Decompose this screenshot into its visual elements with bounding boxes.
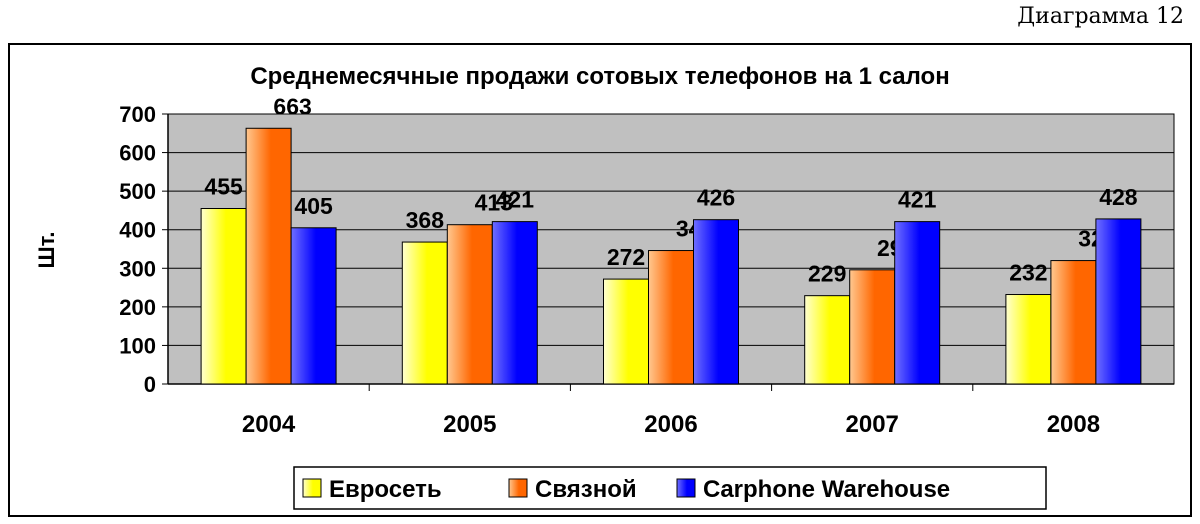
data-label: 426 bbox=[697, 185, 735, 211]
legend-swatch bbox=[676, 478, 696, 498]
y-tick-label: 400 bbox=[119, 218, 156, 243]
data-label: 455 bbox=[204, 174, 243, 200]
data-label: 272 bbox=[607, 244, 645, 270]
data-label: 229 bbox=[808, 261, 846, 287]
data-label: 421 bbox=[496, 187, 535, 213]
bar-carphone-warehouse-2007 bbox=[894, 221, 941, 385]
bar-carphone-warehouse-2005 bbox=[491, 221, 538, 385]
y-tick-label: 100 bbox=[119, 333, 156, 358]
data-label: 663 bbox=[273, 93, 311, 119]
legend-swatch bbox=[302, 478, 322, 498]
bar-carphone-warehouse-2006 bbox=[693, 219, 739, 385]
data-label: 413 bbox=[475, 190, 513, 216]
legend-box bbox=[293, 466, 1047, 510]
data-label: 405 bbox=[294, 193, 333, 219]
x-tick-label: 2007 bbox=[846, 411, 899, 438]
bar-евросеть-2004 bbox=[200, 208, 247, 385]
bar-связной-2008 bbox=[1050, 260, 1097, 385]
bar-carphone-warehouse-2008 bbox=[1095, 218, 1142, 385]
x-tick-label: 2006 bbox=[644, 411, 697, 438]
y-tick-label: 600 bbox=[119, 141, 156, 166]
bar-евросеть-2006 bbox=[603, 278, 649, 385]
chart-title: Среднемесячные продажи сотовых телефонов… bbox=[250, 63, 949, 90]
y-tick-label: 200 bbox=[119, 295, 156, 320]
bar-евросеть-2008 bbox=[1005, 294, 1052, 385]
bar-евросеть-2005 bbox=[401, 241, 448, 385]
data-label: 232 bbox=[1009, 260, 1047, 286]
bar-связной-2005 bbox=[446, 224, 493, 385]
bar-евросеть-2007 bbox=[804, 295, 851, 385]
y-axis-label: Шт. bbox=[34, 231, 59, 268]
plot-area: 0 100 200 300 400 500 600 700 455 663 405 2004 368 41… bbox=[119, 93, 1175, 438]
legend-swatch bbox=[508, 478, 528, 498]
diagram-caption: Диаграмма 12 bbox=[1017, 4, 1184, 29]
data-label: 421 bbox=[898, 187, 937, 213]
legend-label: Carphone Warehouse bbox=[703, 476, 950, 503]
bar-carphone-warehouse-2004 bbox=[290, 227, 337, 385]
x-tick-label: 2008 bbox=[1047, 411, 1100, 438]
data-label: 368 bbox=[406, 207, 445, 233]
bar-связной-2006 bbox=[648, 250, 694, 385]
legend-label: Евросеть bbox=[329, 476, 442, 503]
bar-связной-2004 bbox=[245, 127, 292, 385]
y-tick-label: 300 bbox=[119, 256, 156, 281]
y-tick-label: 700 bbox=[119, 102, 156, 127]
y-tick-label: 0 bbox=[144, 372, 156, 397]
bar-связной-2007 bbox=[849, 269, 896, 385]
legend-label: Связной bbox=[535, 476, 637, 503]
data-label: 428 bbox=[1099, 184, 1138, 210]
legend: Евросеть Связной Carphone Warehouse bbox=[293, 466, 1047, 510]
y-tick-label: 500 bbox=[119, 179, 156, 204]
x-tick-label: 2004 bbox=[242, 411, 296, 438]
x-tick-label: 2005 bbox=[443, 411, 496, 438]
